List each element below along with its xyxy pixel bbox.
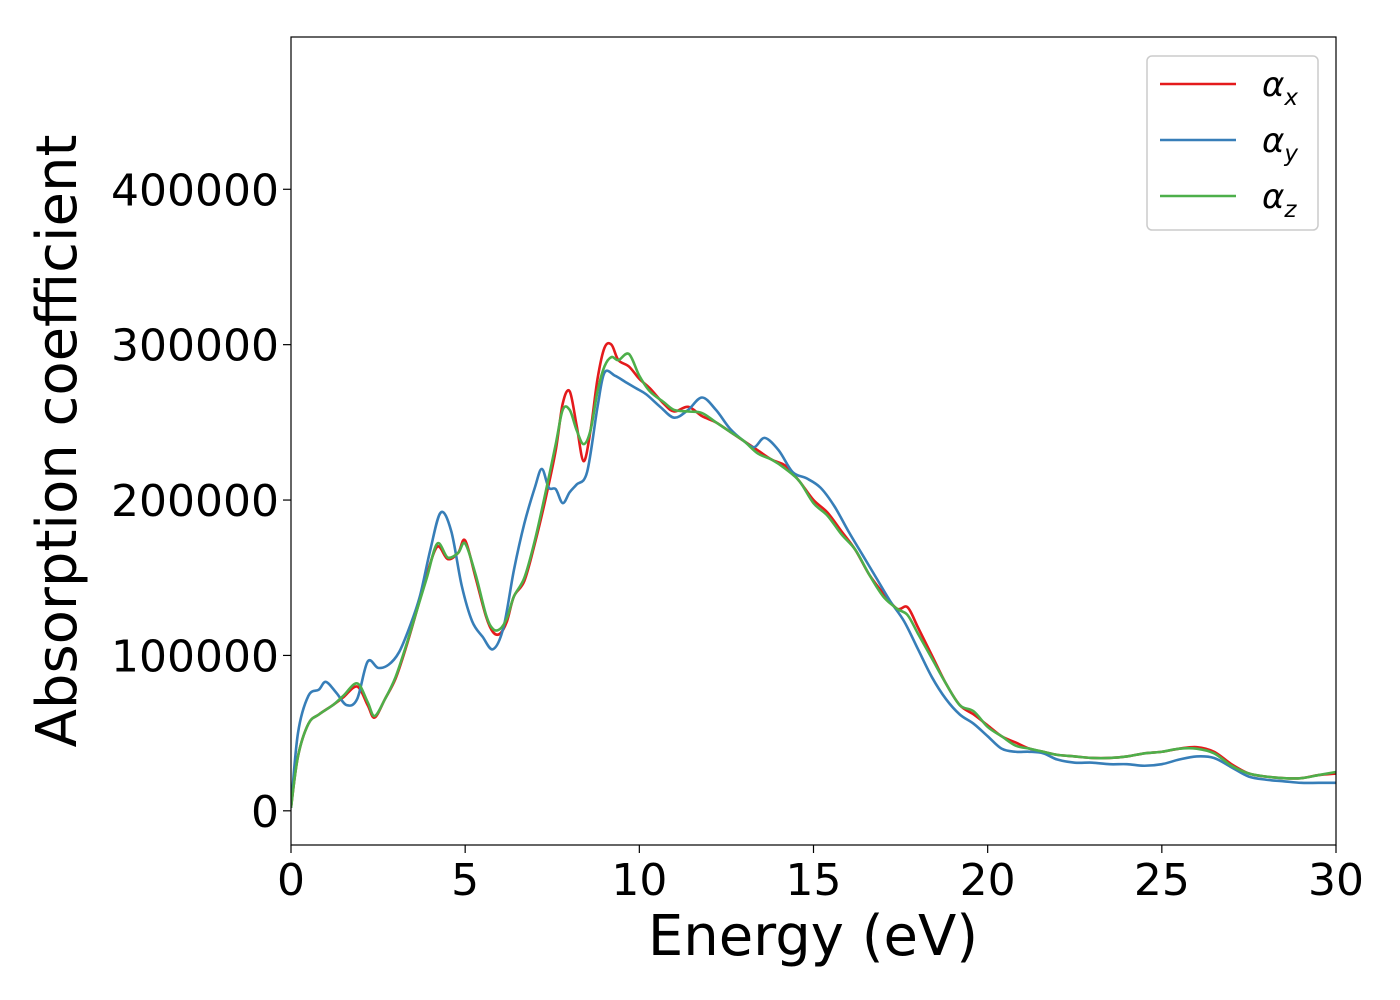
x-tick-label: 20: [960, 855, 1016, 906]
legend-label-x: αx: [1262, 65, 1298, 111]
series-line-x: [291, 341, 1336, 808]
x-tick-label: 30: [1308, 855, 1364, 906]
legend-label-y: αy: [1262, 121, 1298, 167]
x-axis-title: Energy (eV): [648, 904, 978, 969]
x-tick-label: 5: [451, 855, 479, 906]
legend-items: αx αy αz: [1160, 65, 1298, 223]
series-lines-layer: [291, 341, 1336, 808]
legend: αx αy αz: [1146, 55, 1319, 231]
x-tick-label: 10: [611, 855, 667, 906]
legend-label-z: αz: [1262, 177, 1297, 223]
y-tick-label: 200000: [111, 476, 279, 527]
series-line-z: [291, 352, 1336, 808]
y-tick-label: 300000: [111, 321, 279, 372]
series-line-y: [291, 369, 1336, 808]
y-tick-label: 100000: [111, 631, 279, 682]
x-tick-label: 25: [1134, 855, 1190, 906]
y-tick-label: 400000: [111, 165, 279, 216]
axis-ticks-layer: 0 5 10 15 20 25 30 0 100000 200000 300000 400000: [111, 165, 1364, 906]
legend-box: [1146, 55, 1319, 231]
y-tick-label: 0: [251, 787, 279, 838]
x-tick-label: 15: [786, 855, 842, 906]
y-axis-title: Absorption coefficient: [25, 135, 90, 748]
x-tick-label: 0: [277, 855, 305, 906]
